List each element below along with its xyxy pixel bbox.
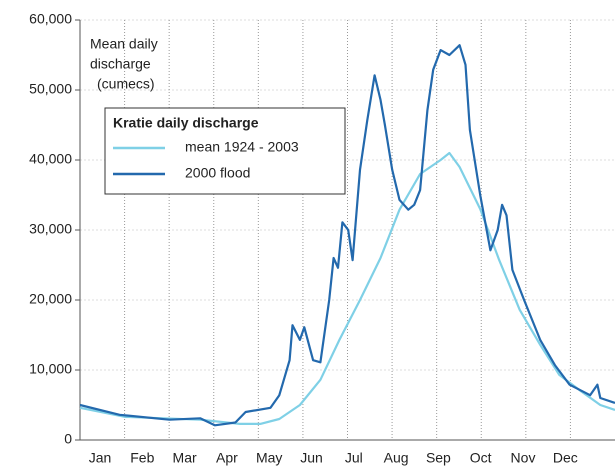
- x-tick-label: Dec: [553, 450, 578, 466]
- legend-title: Kratie daily discharge: [113, 115, 259, 131]
- data-line: [79, 151, 615, 425]
- y-tick-label: 20,000: [29, 291, 72, 307]
- y-tick-label: 0: [64, 431, 72, 447]
- y-tick-label: 60,000: [29, 11, 72, 27]
- x-tick-label: May: [256, 450, 282, 466]
- x-tick-label: Mar: [173, 450, 197, 466]
- y-tick-label: 10,000: [29, 361, 72, 377]
- y-tick-label: 50,000: [29, 81, 72, 97]
- y-tick-label: 30,000: [29, 221, 72, 237]
- x-tick-label: Feb: [130, 450, 154, 466]
- legend-label: 2000 flood: [185, 165, 250, 181]
- x-tick-label: Apr: [216, 450, 238, 466]
- x-tick-label: Jun: [300, 450, 323, 466]
- x-tick-label: Jan: [89, 450, 112, 466]
- x-tick-label: Oct: [470, 450, 492, 466]
- legend-label: mean 1924 - 2003: [185, 139, 299, 155]
- x-tick-label: Aug: [384, 450, 409, 466]
- y-axis-label: discharge: [90, 56, 151, 72]
- x-tick-label: Jul: [345, 450, 363, 466]
- y-tick-label: 40,000: [29, 151, 72, 167]
- y-axis-label: Mean daily: [90, 36, 158, 52]
- y-axis-label: (cumecs): [97, 76, 155, 92]
- legend-box: [104, 107, 346, 195]
- x-tick-label: Sep: [426, 450, 451, 466]
- data-line: [79, 44, 615, 427]
- x-tick-label: Nov: [511, 450, 536, 466]
